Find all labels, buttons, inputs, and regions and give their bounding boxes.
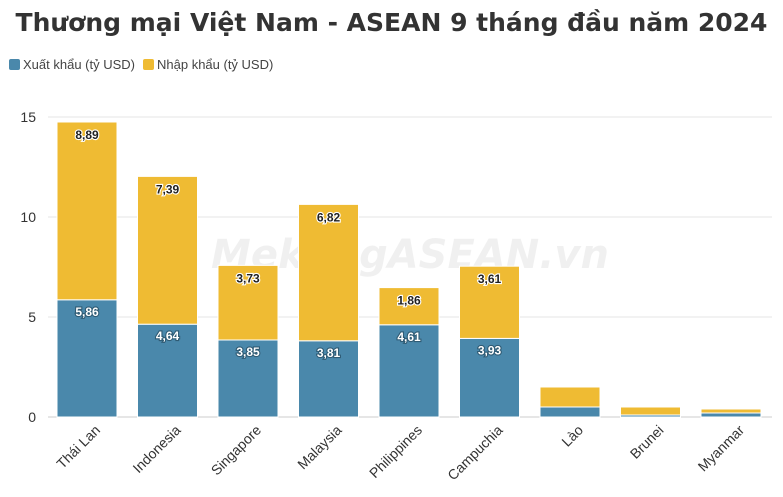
- chart-title: Thương mại Việt Nam - ASEAN 9 tháng đầu …: [15, 8, 768, 37]
- x-tick-label: Lào: [558, 422, 586, 450]
- data-label-import: 3,61: [478, 272, 502, 286]
- bar-import: [378, 287, 440, 326]
- bar-export: [700, 412, 762, 418]
- bar-import: [137, 175, 198, 325]
- data-label-import: 3,73: [236, 271, 260, 285]
- data-label-export: 3,93: [478, 343, 502, 357]
- x-tick-label: Brunei: [627, 422, 667, 462]
- data-label-import: 7,39: [156, 182, 180, 196]
- data-label-export: 5,86: [75, 305, 99, 319]
- data-label-import: 1,86: [397, 294, 421, 308]
- data-label-export: 3,85: [236, 345, 260, 359]
- bar-import: [56, 121, 118, 301]
- data-label-export: 4,64: [156, 329, 180, 343]
- x-tick-label: Myanmar: [695, 422, 748, 475]
- bars-layer: [56, 121, 762, 418]
- data-label-import: 8,89: [75, 128, 99, 142]
- bar-import: [620, 406, 681, 416]
- bar-export: [217, 339, 279, 418]
- x-tick-label: Malaysia: [294, 422, 345, 473]
- legend-label-import: Nhập khẩu (tỷ USD): [157, 57, 274, 72]
- x-tick-label: Indonesia: [129, 422, 183, 476]
- legend-swatch-export: [9, 59, 20, 70]
- x-tick-label: Singapore: [208, 422, 265, 479]
- data-label-export: 4,61: [397, 330, 421, 344]
- bar-export: [539, 406, 601, 418]
- y-tick-label: 10: [20, 209, 36, 225]
- legend-swatch-import: [143, 59, 154, 70]
- bar-export: [459, 337, 520, 418]
- y-tick-label: 5: [28, 309, 36, 325]
- bar-export: [378, 324, 440, 418]
- x-tick-label: Campuchia: [444, 422, 506, 484]
- legend-label-export: Xuất khẩu (tỷ USD): [23, 57, 135, 72]
- data-label-export: 3,81: [317, 346, 341, 360]
- legend-item-export: Xuất khẩu (tỷ USD): [9, 57, 135, 72]
- legend: Xuất khẩu (tỷ USD) Nhập khẩu (tỷ USD): [9, 57, 281, 72]
- y-tick-label: 0: [28, 409, 36, 425]
- data-label-import: 6,82: [317, 210, 341, 224]
- bar-import: [700, 408, 762, 414]
- bar-import: [539, 386, 601, 408]
- bar-export: [298, 340, 359, 418]
- y-tick-label: 15: [20, 109, 36, 125]
- labels-layer: 5,86 8,89 4,64 7,39 3,85 3,73 3,81 6,82 4,61 1,86…: [74, 127, 502, 361]
- x-tick-label: Thái Lan: [53, 422, 103, 472]
- bar-import: [217, 264, 279, 341]
- x-tick-label: Philippines: [366, 422, 425, 481]
- x-axis: Thái Lan Indonesia Singapore Malaysia Philip…: [53, 422, 747, 484]
- legend-item-import: Nhập khẩu (tỷ USD): [143, 57, 273, 72]
- bar-import: [298, 203, 359, 342]
- bar-import: [459, 265, 520, 339]
